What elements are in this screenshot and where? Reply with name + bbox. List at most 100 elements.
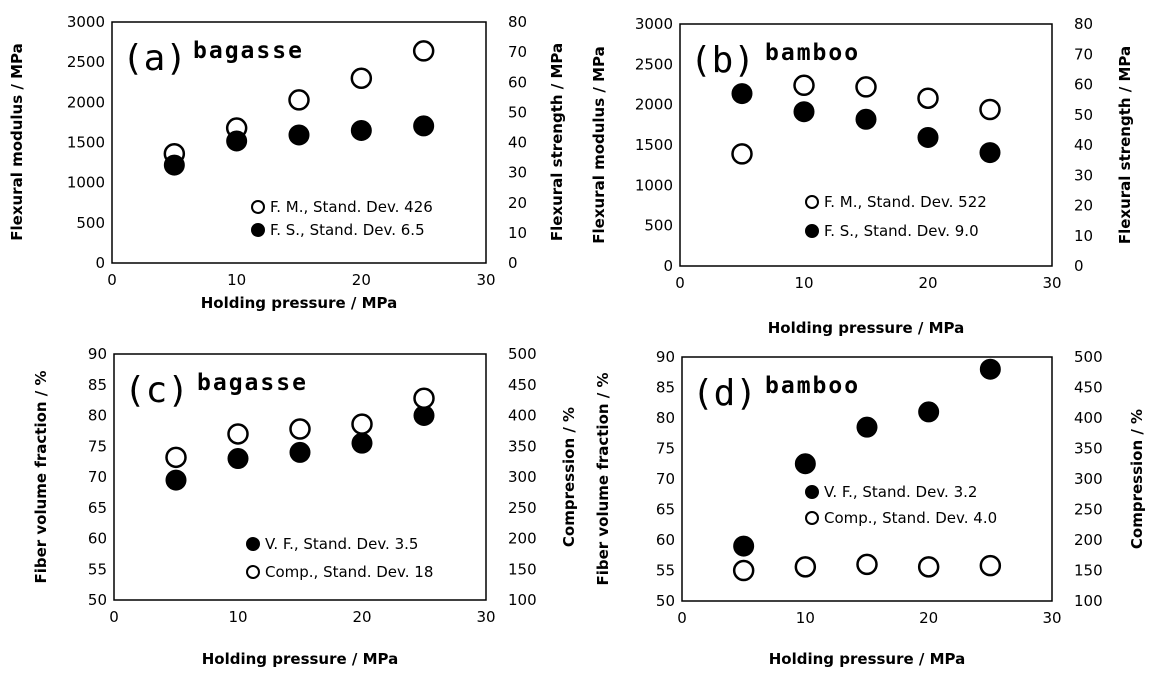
legend-label: F. M., Stand. Dev. 522 bbox=[824, 193, 987, 211]
x-tick-label: 20 bbox=[352, 271, 371, 289]
y2-tick-label: 300 bbox=[508, 468, 537, 486]
y-tick-label: 3000 bbox=[67, 13, 105, 31]
y-tick-label: 55 bbox=[88, 560, 107, 578]
y-tick-label: 1500 bbox=[67, 134, 105, 152]
panel-title: bagasse bbox=[197, 370, 308, 396]
y2-tick-label: 0 bbox=[1074, 257, 1084, 275]
y2-tick-label: 70 bbox=[508, 43, 527, 61]
y-tick-label: 80 bbox=[656, 409, 675, 427]
panel-label: (b) bbox=[690, 40, 755, 81]
y-tick-label: 3000 bbox=[635, 15, 673, 33]
data-point-filled bbox=[289, 441, 311, 463]
y-tick-label: 55 bbox=[656, 562, 675, 580]
y2-tick-label: 100 bbox=[508, 591, 537, 609]
data-point-filled bbox=[163, 154, 185, 176]
data-point-open bbox=[731, 143, 753, 165]
data-point-open bbox=[289, 418, 311, 440]
y2-tick-label: 60 bbox=[1074, 76, 1093, 94]
y-tick-label: 60 bbox=[656, 531, 675, 549]
legend-label: F. S., Stand. Dev. 9.0 bbox=[824, 222, 979, 240]
y2-tick-label: 10 bbox=[1074, 227, 1093, 245]
data-point-open bbox=[350, 67, 373, 89]
data-point-open bbox=[917, 556, 940, 578]
y2-tick-label: 100 bbox=[1074, 592, 1103, 610]
y-tick-label: 70 bbox=[88, 468, 107, 486]
panel-title: bamboo bbox=[765, 373, 860, 399]
y2-tick-label: 200 bbox=[1074, 531, 1103, 549]
y2-tick-label: 50 bbox=[508, 103, 527, 121]
data-point-filled bbox=[793, 101, 815, 123]
panel-label: (a) bbox=[122, 38, 187, 79]
data-point-open bbox=[413, 387, 435, 410]
data-point-filled bbox=[918, 401, 940, 423]
x-tick-label: 20 bbox=[352, 608, 371, 626]
plot-frame bbox=[679, 23, 1053, 267]
data-point-filled bbox=[165, 469, 187, 491]
data-point-filled bbox=[856, 416, 878, 438]
legend-marker bbox=[805, 511, 819, 525]
y-axis-label: Flexural modulus / MPa bbox=[8, 43, 26, 240]
x-tick-label: 10 bbox=[794, 274, 813, 292]
legend-marker bbox=[246, 565, 260, 579]
y2-tick-label: 70 bbox=[1074, 45, 1093, 63]
data-point-open bbox=[351, 413, 373, 435]
y-tick-label: 500 bbox=[644, 217, 673, 235]
y-tick-label: 75 bbox=[88, 437, 107, 455]
y-tick-label: 2000 bbox=[67, 93, 105, 111]
y2-axis-label: Compression / % bbox=[560, 407, 578, 547]
data-point-open bbox=[793, 74, 815, 97]
x-axis-label: Holding pressure / MPa bbox=[768, 319, 965, 337]
x-tick-label: 20 bbox=[918, 274, 937, 292]
y2-tick-label: 50 bbox=[1074, 106, 1093, 124]
x-tick-label: 0 bbox=[675, 274, 685, 292]
data-point-filled bbox=[855, 108, 877, 130]
legend-marker bbox=[251, 200, 265, 214]
data-point-filled bbox=[288, 124, 310, 146]
y2-axis-label: Compression / % bbox=[1128, 409, 1146, 549]
data-point-filled bbox=[351, 432, 373, 454]
y-tick-label: 85 bbox=[656, 379, 675, 397]
y-tick-label: 65 bbox=[656, 501, 675, 519]
y-tick-label: 85 bbox=[88, 376, 107, 394]
y2-tick-label: 300 bbox=[1074, 470, 1103, 488]
y-tick-label: 1000 bbox=[635, 176, 673, 194]
y-tick-label: 50 bbox=[656, 592, 675, 610]
y2-tick-label: 450 bbox=[508, 376, 537, 394]
y-tick-label: 90 bbox=[656, 348, 675, 366]
legend-label: Comp., Stand. Dev. 4.0 bbox=[824, 509, 997, 527]
y2-axis-label: Flexural strength / MPa bbox=[548, 43, 566, 241]
panel-label: (d) bbox=[692, 373, 757, 414]
x-tick-label: 0 bbox=[107, 271, 117, 289]
y-tick-label: 2500 bbox=[635, 55, 673, 73]
data-point-open bbox=[979, 554, 1002, 577]
y-tick-label: 50 bbox=[88, 591, 107, 609]
x-tick-label: 30 bbox=[1042, 274, 1061, 292]
legend-label: Comp., Stand. Dev. 18 bbox=[265, 563, 433, 581]
y-tick-label: 2500 bbox=[67, 53, 105, 71]
legend-label: F. M., Stand. Dev. 426 bbox=[270, 198, 433, 216]
legend-label: F. S., Stand. Dev. 6.5 bbox=[270, 221, 425, 239]
y-tick-label: 70 bbox=[656, 470, 675, 488]
y2-tick-label: 250 bbox=[1074, 501, 1103, 519]
y2-tick-label: 350 bbox=[508, 437, 537, 455]
y2-axis-label: Flexural strength / MPa bbox=[1116, 46, 1134, 244]
data-point-filled bbox=[731, 83, 753, 105]
data-point-filled bbox=[226, 130, 248, 152]
y2-tick-label: 40 bbox=[508, 134, 527, 152]
x-tick-label: 10 bbox=[796, 609, 815, 627]
y2-tick-label: 0 bbox=[508, 254, 518, 272]
y2-tick-label: 60 bbox=[508, 73, 527, 91]
y2-tick-label: 250 bbox=[508, 499, 537, 517]
y-tick-label: 1000 bbox=[67, 174, 105, 192]
y-tick-label: 0 bbox=[663, 257, 673, 275]
x-tick-label: 10 bbox=[228, 608, 247, 626]
plot-frame bbox=[111, 21, 487, 264]
data-point-filled bbox=[733, 535, 755, 557]
data-point-open bbox=[288, 89, 310, 111]
y-axis-label: Fiber volume fraction / % bbox=[32, 370, 50, 583]
y2-tick-label: 150 bbox=[1074, 562, 1103, 580]
y-tick-label: 1500 bbox=[635, 136, 673, 154]
chart-panel-3: 0 10 20 30 50 55 60 65 70 75 80 85 90 100 150 200 250 300… bbox=[594, 348, 1146, 668]
y2-tick-label: 150 bbox=[508, 560, 537, 578]
